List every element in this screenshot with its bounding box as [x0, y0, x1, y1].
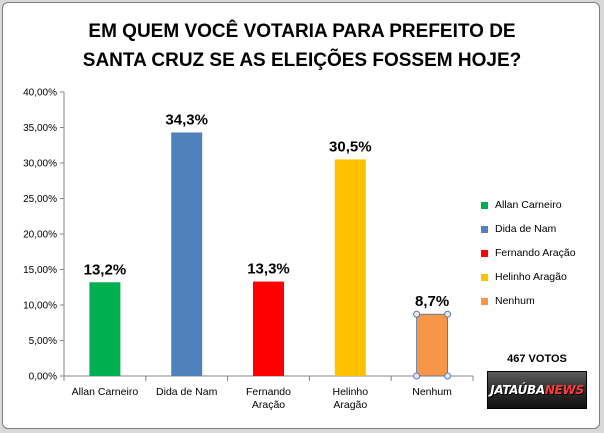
bar-4 — [334, 159, 366, 376]
data-label: 34,3% — [165, 111, 208, 128]
y-tick-label: 5,00% — [29, 336, 57, 347]
data-label: 13,3% — [247, 261, 290, 278]
x-category-label: Dida de Nam — [156, 386, 218, 398]
chart-legend: Allan Carneiro Dida de Nam Fernando Aração… — [481, 193, 599, 313]
x-category-label: Nenhum — [412, 386, 452, 398]
selection-handle — [413, 372, 421, 380]
legend-label: Allan Carneiro — [495, 199, 562, 211]
y-tick-label: 20,00% — [23, 230, 57, 241]
y-tick-label: 40,00% — [23, 88, 57, 99]
legend-swatch — [481, 201, 488, 209]
y-tick-label: 35,00% — [23, 123, 57, 134]
legend-item: Nenhum — [481, 289, 599, 313]
y-tick-label: 0,00% — [29, 372, 57, 383]
logo-text-main: JATAÚBA — [490, 383, 545, 397]
bar-5 — [416, 314, 448, 376]
legend-label: Helinho Aragão — [495, 271, 567, 283]
legend-item: Fernando Aração — [481, 241, 599, 265]
legend-swatch — [481, 297, 488, 305]
selection-handle — [444, 372, 452, 380]
legend-item: Allan Carneiro — [481, 193, 599, 217]
x-category-label: Aração — [252, 399, 285, 411]
legend-item: Helinho Aragão — [481, 265, 599, 289]
legend-label: Dida de Nam — [495, 223, 557, 235]
y-tick-label: 15,00% — [23, 265, 57, 276]
data-label: 30,5% — [329, 138, 372, 155]
bar-1 — [89, 282, 121, 376]
legend-label: Nenhum — [495, 295, 535, 307]
chart-frame: EM QUEM VOCÊ VOTARIA PARA PREFEITO DE SA… — [2, 2, 600, 429]
chart-title-line-2: SANTA CRUZ SE AS ELEIÇÕES FOSSEM HOJE? — [82, 50, 522, 71]
legend-swatch — [481, 273, 488, 281]
jatauba-news-logo: JATAÚBANEWS — [487, 371, 587, 409]
votes-count: 467 VOTOS — [507, 353, 567, 365]
logo-text-accent: NEWS — [544, 383, 584, 397]
data-label: 8,7% — [415, 293, 449, 310]
legend-label: Fernando Aração — [495, 247, 576, 259]
bar-chart-plot: 0,00% 5,00% 10,00% 15,00% 20,00% 25,00% 30,00%… — [23, 88, 474, 411]
x-category-label: Fernando — [246, 386, 291, 398]
y-tick-label: 10,00% — [23, 301, 57, 312]
legend-item: Dida de Nam — [481, 217, 599, 241]
legend-swatch — [481, 225, 488, 233]
x-category-label: Aragão — [333, 399, 367, 411]
chart-title: EM QUEM VOCÊ VOTARIA PARA PREFEITO DE SA… — [3, 17, 599, 75]
legend-swatch — [481, 249, 488, 257]
y-tick-label: 25,00% — [23, 194, 57, 205]
x-category-label: Allan Carneiro — [72, 386, 139, 398]
data-label: 13,2% — [84, 261, 127, 278]
bar-3 — [253, 281, 284, 376]
selected-bar-outline — [416, 313, 449, 377]
selection-handle — [444, 310, 452, 318]
bar-2 — [171, 132, 203, 376]
selection-handle — [413, 310, 421, 318]
logo-text: JATAÚBANEWS — [490, 383, 584, 397]
y-tick-label: 30,00% — [23, 159, 57, 170]
chart-title-line-1: EM QUEM VOCÊ VOTARIA PARA PREFEITO DE — [88, 21, 516, 42]
x-category-label: Helinho — [332, 386, 368, 398]
